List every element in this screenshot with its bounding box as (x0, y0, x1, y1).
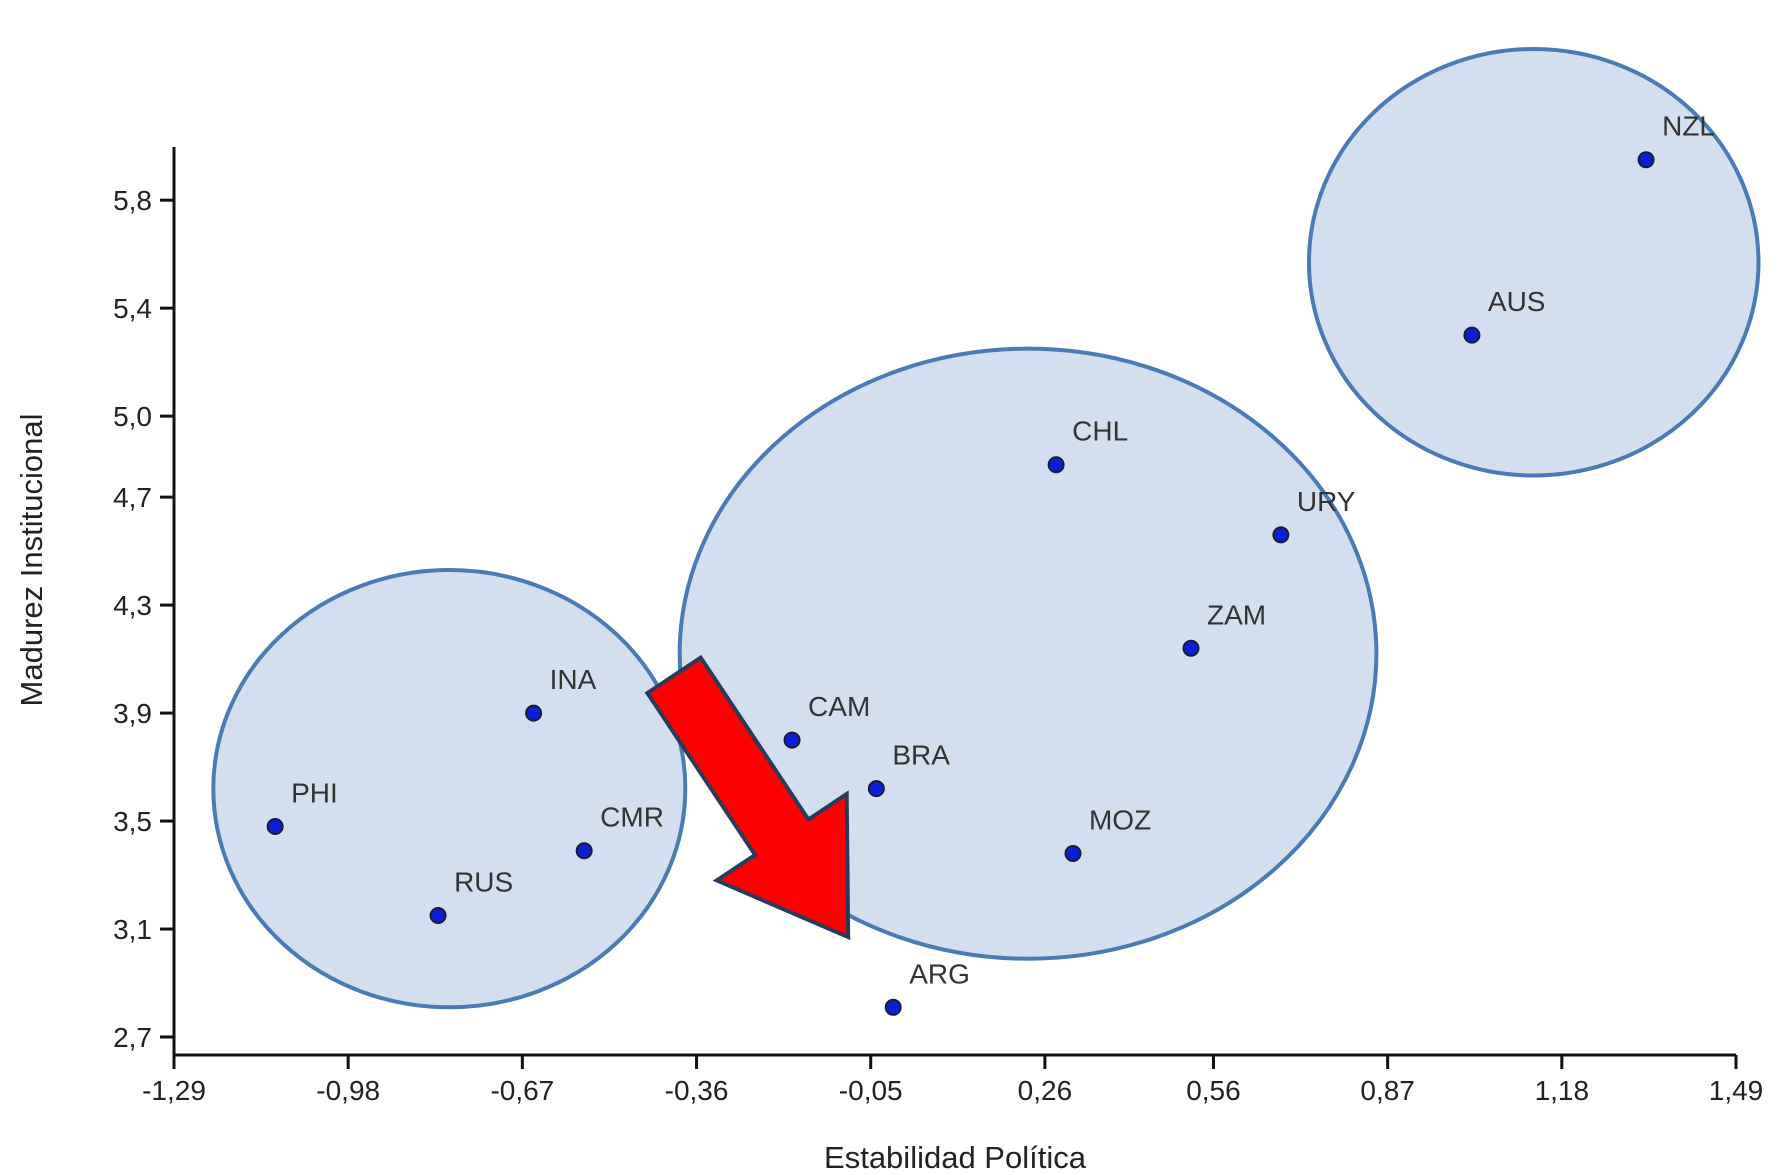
data-point-arg: ARG (884, 958, 970, 1016)
point-label: ARG (909, 958, 970, 989)
points-layer: NZL AUS CHL URY ZAM INA CAM BRA PHI CMR MOZ RUS ARG (266, 111, 1715, 1016)
data-point-cam: CAM (783, 691, 870, 749)
point-marker (884, 998, 902, 1016)
point-label: CMR (600, 802, 664, 833)
point-marker (1182, 639, 1200, 657)
data-point-bra: BRA (867, 740, 950, 798)
cluster-ellipse-2 (677, 346, 1379, 961)
y-tick-label: 3,1 (113, 914, 152, 945)
x-tick-label: 1,18 (1535, 1075, 1590, 1106)
ticks: -1,29 -0,98 -0,67 -0,36 -0,05 0,26 0,56 0,87 1,1… (113, 185, 1763, 1106)
x-tick-label: 0,87 (1360, 1075, 1415, 1106)
point-marker (429, 907, 447, 925)
data-point-phi: PHI (266, 777, 338, 835)
y-tick-label: 5,0 (113, 401, 152, 432)
point-label: BRA (892, 740, 950, 771)
point-label: NZL (1662, 111, 1715, 142)
point-marker (1463, 326, 1481, 344)
point-label: PHI (291, 777, 338, 808)
x-tick-label: 0,56 (1186, 1075, 1241, 1106)
clusters-layer (211, 47, 1761, 1010)
point-label: MOZ (1089, 804, 1151, 835)
axes (172, 147, 1736, 1057)
point-marker (1637, 151, 1655, 169)
data-point-cmr: CMR (575, 802, 664, 860)
y-tick-label: 4,7 (113, 482, 152, 513)
point-marker (783, 731, 801, 749)
point-marker (1047, 456, 1065, 474)
data-point-ury: URY (1272, 486, 1356, 544)
x-tick-label: -0,36 (665, 1075, 729, 1106)
point-marker (575, 842, 593, 860)
x-tick-label: 0,26 (1018, 1075, 1073, 1106)
data-point-rus: RUS (429, 867, 513, 925)
x-tick-label: -0,98 (316, 1075, 380, 1106)
x-axis-title: Estabilidad Política (824, 1140, 1087, 1175)
point-label: RUS (454, 867, 513, 898)
point-marker (1272, 526, 1290, 544)
x-tick-label: -0,05 (839, 1075, 903, 1106)
point-label: CHL (1072, 416, 1128, 447)
data-point-nzl: NZL (1637, 111, 1715, 169)
x-tick-label: -0,67 (490, 1075, 554, 1106)
y-axis-title: Madurez Institucional (14, 414, 49, 707)
arrow-layer (644, 654, 851, 941)
x-tick-label: -1,29 (142, 1075, 206, 1106)
y-tick-label: 3,5 (113, 806, 152, 837)
data-point-aus: AUS (1463, 286, 1546, 344)
point-label: ZAM (1207, 599, 1266, 630)
y-tick-label: 4,3 (113, 590, 152, 621)
point-marker (266, 817, 284, 835)
point-label: CAM (808, 691, 870, 722)
y-tick-label: 3,9 (113, 698, 152, 729)
data-point-ina: INA (525, 664, 597, 722)
point-marker (867, 780, 885, 798)
cluster-ellipse-3 (211, 568, 688, 1010)
data-point-chl: CHL (1047, 416, 1128, 474)
y-tick-label: 5,4 (113, 293, 152, 324)
data-point-moz: MOZ (1064, 804, 1151, 862)
y-tick-label: 2,7 (113, 1022, 152, 1053)
red-arrow (644, 654, 851, 941)
point-label: INA (550, 664, 597, 695)
point-label: URY (1297, 486, 1356, 517)
point-label: AUS (1488, 286, 1546, 317)
point-marker (1064, 844, 1082, 862)
point-marker (525, 704, 543, 722)
y-tick-label: 5,8 (113, 185, 152, 216)
x-tick-label: 1,49 (1709, 1075, 1764, 1106)
data-point-zam: ZAM (1182, 599, 1266, 657)
